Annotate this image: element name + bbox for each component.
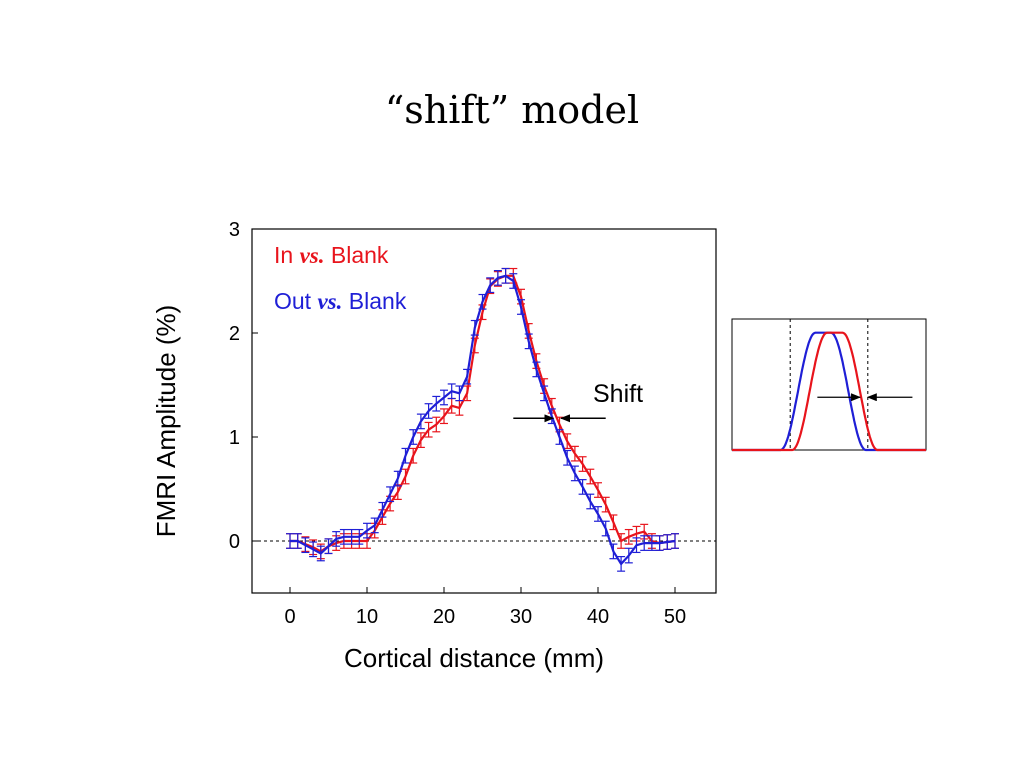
- x-tick-label: 20: [433, 606, 455, 628]
- legend-entry-1: Out vs. Blank: [274, 288, 407, 314]
- x-tick-label: 50: [664, 606, 686, 628]
- legend-text-part: vs.: [317, 289, 342, 314]
- shift-label: Shift: [593, 380, 643, 408]
- x-tick-label: 0: [284, 606, 295, 628]
- inset-frame: [731, 318, 927, 451]
- x-axis-label: Cortical distance (mm): [344, 643, 604, 673]
- y-tick-label: 2: [229, 323, 240, 345]
- y-tick-label: 0: [229, 531, 240, 553]
- legend-text-part: In: [274, 242, 300, 268]
- x-tick-label: 30: [510, 606, 532, 628]
- y-axis-label: FMRI Amplitude (%): [151, 305, 181, 538]
- legend-text-part: Blank: [325, 242, 389, 268]
- legend-text-part: vs.: [300, 243, 325, 268]
- x-tick-label: 40: [587, 606, 609, 628]
- x-tick-label: 10: [356, 606, 378, 628]
- slide-title: “shift” model: [384, 88, 640, 132]
- y-tick-label: 1: [229, 427, 240, 449]
- legend-entry-0: In vs. Blank: [274, 242, 389, 268]
- legend-text-part: Blank: [342, 288, 406, 314]
- y-tick-label: 3: [229, 219, 240, 241]
- plot-frame: [251, 228, 717, 594]
- series-1: [286, 267, 679, 572]
- legend-text-part: Out: [274, 288, 317, 314]
- inset-curve-1: [732, 331, 926, 452]
